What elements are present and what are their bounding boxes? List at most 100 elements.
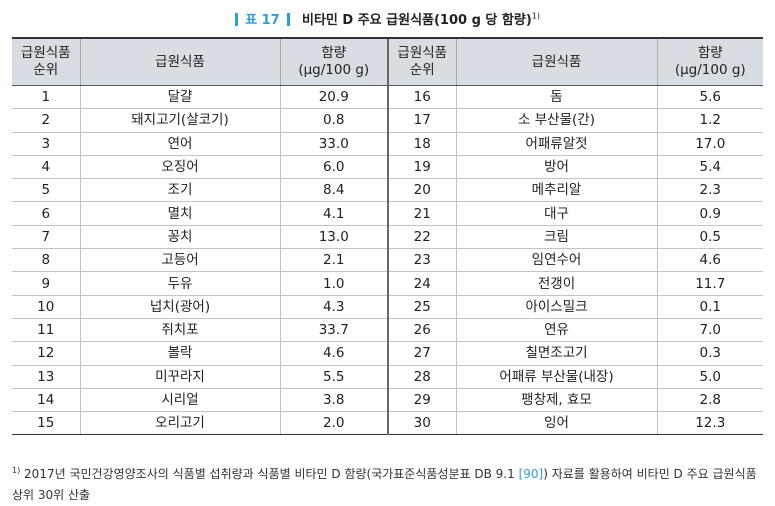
amount-cell: 3.8 <box>279 388 388 413</box>
food-cell: 돼지고기(살코기) <box>79 108 280 133</box>
amount-cell: 2.0 <box>279 411 388 436</box>
table-header-row: 급원식품 순위 급원식품 함량 (μg/100 g) 급원식품 순위 급원식품 함량(… <box>12 37 763 86</box>
rank-cell: 10 <box>12 295 80 319</box>
rank-cell: 9 <box>12 271 80 296</box>
rank-cell: 18 <box>387 132 456 156</box>
rank-cell: 25 <box>387 295 456 319</box>
rank-cell: 12 <box>12 341 80 366</box>
footnote: 1) 2017년 국민건강영양조사의 식품별 섭취량과 식품별 비타민 D 함량… <box>12 460 762 506</box>
amount-cell: 0.1 <box>656 295 763 319</box>
table-caption: 비타민 D 주요 급원식품(100 g 당 함량)1) <box>301 12 540 29</box>
food-cell: 쥐치포 <box>79 318 280 343</box>
amount-cell: 1.0 <box>279 271 388 296</box>
amount-cell: 5.4 <box>656 155 763 180</box>
food-cell: 시리얼 <box>79 388 280 413</box>
table-row: 2 돼지고기(살코기) 0.8 17 소 부산물(간) 1.2 <box>12 108 763 133</box>
amount-cell: 5.5 <box>279 365 388 389</box>
table-row: 12 볼락 4.6 27 칠면조고기 0.3 <box>12 341 763 366</box>
food-cell: 연어 <box>79 132 280 156</box>
table-row: 4 오징어 6.0 19 방어 5.4 <box>12 155 763 180</box>
header-food-left: 급원식품 <box>79 37 280 86</box>
vitamin-d-table: 급원식품 순위 급원식품 함량 (μg/100 g) 급원식품 순위 급원식품 함량(… <box>12 37 763 436</box>
rank-cell: 23 <box>387 248 456 273</box>
food-cell: 칠면조고기 <box>455 341 657 366</box>
rank-cell: 11 <box>12 318 80 343</box>
table-caption-note-mark: 1) <box>531 12 540 21</box>
table-row: 3 연어 33.0 18 어패류알젓 17.0 <box>12 132 763 156</box>
header-amount-line2: (μg/100 g) <box>674 62 746 78</box>
amount-cell: 4.6 <box>279 341 388 366</box>
table-row: 15 오리고기 2.0 30 잉어 12.3 <box>12 411 763 436</box>
amount-cell: 4.1 <box>279 201 388 226</box>
table-row: 11 쥐치포 33.7 26 연유 7.0 <box>12 318 763 343</box>
food-cell: 오징어 <box>79 155 280 180</box>
header-food-right: 급원식품 <box>455 37 657 86</box>
amount-cell: 0.8 <box>279 108 388 133</box>
food-cell: 미꾸라지 <box>79 365 280 389</box>
table-row: 14 시리얼 3.8 29 팽창제, 효모 2.8 <box>12 388 763 413</box>
rank-cell: 26 <box>387 318 456 343</box>
food-cell: 팽창제, 효모 <box>455 388 657 413</box>
header-amount-right: 함량 (μg/100 g) <box>656 37 763 86</box>
food-cell: 조기 <box>79 178 280 203</box>
rank-cell: 1 <box>12 85 80 110</box>
rank-cell: 8 <box>12 248 80 273</box>
rank-cell: 22 <box>387 225 456 250</box>
rank-cell: 15 <box>12 411 80 436</box>
rank-cell: 16 <box>387 85 456 110</box>
table-number: 표 17 <box>245 13 280 29</box>
footnote-text-before: 2017년 국민건강영양조사의 식품별 섭취량과 식품별 비타민 D 함량(국가… <box>24 467 519 481</box>
amount-cell: 33.7 <box>279 318 388 343</box>
food-cell: 달걀 <box>79 85 280 110</box>
amount-cell: 0.3 <box>656 341 763 366</box>
footnote-text-after: ) 자료를 활용하여 비타민 D 주요 급원식품 상위 30위 산출 <box>12 467 757 502</box>
amount-cell: 6.0 <box>279 155 388 180</box>
food-cell: 두유 <box>79 271 280 296</box>
amount-cell: 5.0 <box>656 365 763 389</box>
header-rank-line1: 급원식품 <box>397 45 448 61</box>
table-body: 1 달걀 20.9 16 돔 5.6 2 돼지고기(살코기) 0.8 17 소 부산물(간) 1.2 3… <box>12 85 763 436</box>
rank-cell: 28 <box>387 365 456 389</box>
rank-cell: 6 <box>12 201 80 226</box>
food-cell: 꽁치 <box>79 225 280 250</box>
header-rank-line1: 급원식품 <box>20 45 71 61</box>
amount-cell: 2.8 <box>656 388 763 413</box>
amount-cell: 4.3 <box>279 295 388 319</box>
amount-cell: 1.2 <box>656 108 763 133</box>
amount-cell: 8.4 <box>279 178 388 203</box>
header-rank-left: 급원식품 순위 <box>12 37 80 86</box>
table-caption-text: 비타민 D 주요 급원식품(100 g 당 함량) <box>301 13 532 29</box>
rank-cell: 30 <box>387 411 456 436</box>
table-row: 13 미꾸라지 5.5 28 어패류 부산물(내장) 5.0 <box>12 365 763 389</box>
rank-cell: 13 <box>12 365 80 389</box>
amount-cell: 4.6 <box>656 248 763 273</box>
amount-cell: 12.3 <box>656 411 763 436</box>
rank-cell: 19 <box>387 155 456 180</box>
table-row: 8 고등어 2.1 23 임연수어 4.6 <box>12 248 763 273</box>
footnote-reference-link[interactable]: [90] <box>518 467 544 481</box>
header-amount-line1: 함량 <box>697 45 723 61</box>
amount-cell: 33.0 <box>279 132 388 156</box>
rank-cell: 29 <box>387 388 456 413</box>
rank-cell: 7 <box>12 225 80 250</box>
food-cell: 대구 <box>455 201 657 226</box>
food-cell: 고등어 <box>79 248 280 273</box>
amount-cell: 0.5 <box>656 225 763 250</box>
food-cell: 어패류알젓 <box>455 132 657 156</box>
table-row: 10 넙치(광어) 4.3 25 아이스밀크 0.1 <box>12 295 763 319</box>
table-row: 5 조기 8.4 20 메추리알 2.3 <box>12 178 763 203</box>
header-amount-line1: 함량 <box>321 45 347 61</box>
food-cell: 임연수어 <box>455 248 657 273</box>
food-cell: 방어 <box>455 155 657 180</box>
amount-cell: 17.0 <box>656 132 763 156</box>
table-row: 7 꽁치 13.0 22 크림 0.5 <box>12 225 763 250</box>
footnote-mark: 1) <box>12 466 21 475</box>
food-cell: 아이스밀크 <box>455 295 657 319</box>
header-rank-line2: 순위 <box>409 62 435 78</box>
header-amount-left: 함량 (μg/100 g) <box>279 37 388 86</box>
rank-cell: 21 <box>387 201 456 226</box>
amount-cell: 2.1 <box>279 248 388 273</box>
table-row: 1 달걀 20.9 16 돔 5.6 <box>12 85 763 110</box>
rank-cell: 20 <box>387 178 456 203</box>
